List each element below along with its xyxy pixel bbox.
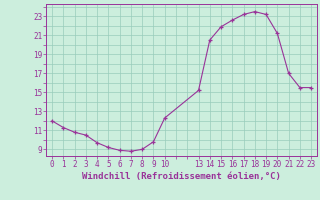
X-axis label: Windchill (Refroidissement éolien,°C): Windchill (Refroidissement éolien,°C) <box>82 172 281 181</box>
